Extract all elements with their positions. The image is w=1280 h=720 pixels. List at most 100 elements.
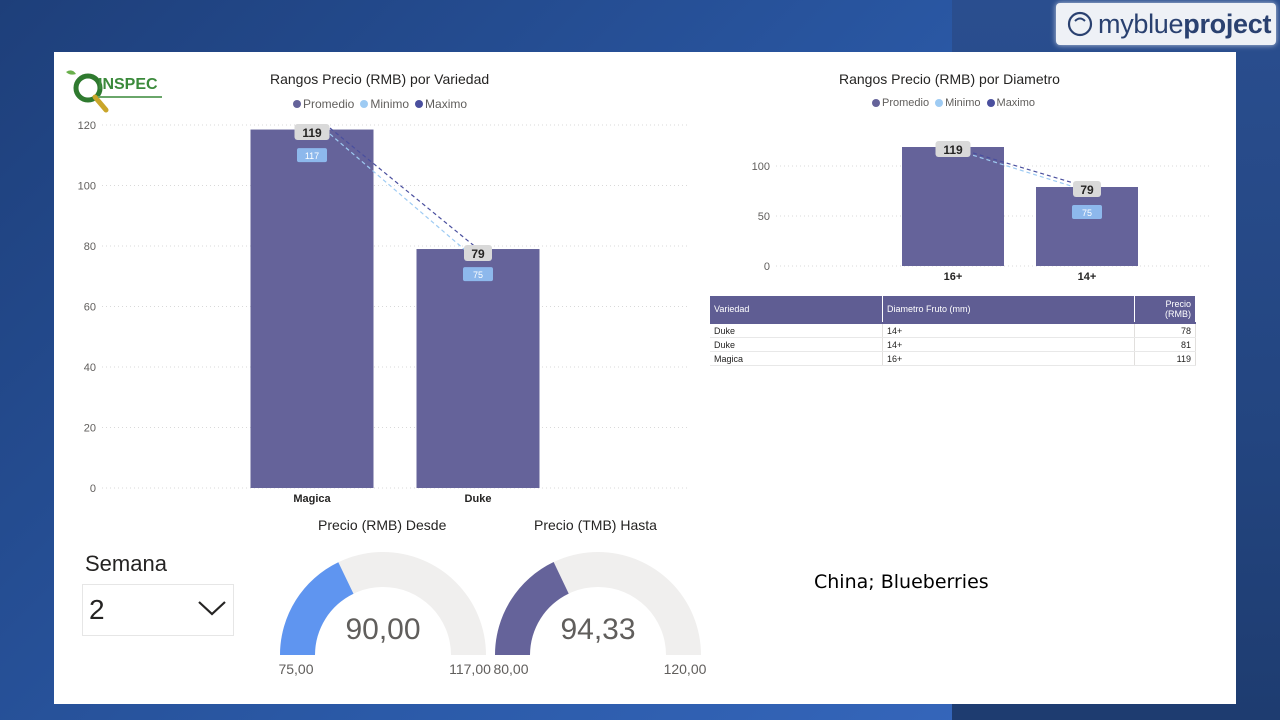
line-maximo	[952, 146, 1088, 188]
table-header-precio[interactable]: Precio (RMB)	[1134, 296, 1196, 323]
legend2-item-minimo[interactable]: Minimo	[935, 97, 981, 109]
table-cell: 81	[1134, 337, 1196, 352]
y-tick-label: 50	[758, 211, 770, 223]
gauge-fill	[495, 562, 569, 655]
chart2-title: Rangos Precio (RMB) por Diametro	[839, 71, 1060, 87]
table-cell: Magica	[710, 351, 883, 366]
price-table: Variedad Diametro Fruto (mm) Precio (RMB…	[710, 296, 1196, 366]
data-label-maximo: 79	[471, 247, 485, 261]
data-label-minimo: 75	[473, 270, 483, 280]
gauge-max-label: 117,00	[449, 661, 491, 677]
y-tick-label: 0	[90, 483, 96, 495]
gauge-min-label: 80,00	[493, 661, 528, 677]
legend-label-minimo: Minimo	[370, 97, 410, 111]
gauges-area: 90,00 75,00 117,00 94,33 80,00 120,00	[278, 552, 707, 677]
brand-name: myblueproject	[1098, 9, 1271, 40]
data-label-box-maximo	[1073, 181, 1101, 197]
semana-label: Semana	[85, 551, 167, 576]
y-tick-label: 20	[84, 423, 96, 435]
y-tick-label: 0	[764, 261, 770, 273]
x-category-label: Duke	[465, 493, 492, 505]
y-tick-label: 100	[752, 161, 770, 173]
semana-dropdown[interactable]: 2	[82, 584, 234, 636]
gauge-fill	[280, 562, 354, 655]
y-tick-label: 120	[78, 120, 96, 132]
chart1-title: Rangos Precio (RMB) por Variedad	[270, 71, 490, 87]
data-label-maximo: 119	[302, 126, 322, 140]
legend-label-maximo: Maximo	[425, 97, 468, 111]
gauge1-title: Precio (RMB) Desde	[318, 517, 447, 533]
legend2-dot-maximo	[986, 99, 995, 107]
table-row: Magica 16+ 119	[710, 351, 1196, 366]
table-row: Duke 14+ 78	[710, 322, 1196, 338]
bar-promedio	[416, 249, 540, 488]
table-cell: 16+	[882, 351, 1135, 366]
data-label-box-maximo	[935, 141, 971, 157]
data-label-box-minimo	[1072, 205, 1102, 219]
data-label-minimo: 75	[1082, 208, 1092, 218]
y-tick-label: 100	[78, 181, 96, 193]
table-header-row: Variedad Diametro Fruto (mm) Precio (RMB…	[710, 296, 1196, 323]
legend2-label-promedio: Promedio	[882, 97, 930, 109]
table-cell: Duke	[710, 337, 883, 352]
data-label-box-maximo	[464, 245, 492, 262]
chart1-legend: Promedio Minimo Maximo	[293, 97, 473, 111]
legend-item-promedio[interactable]: Promedio	[293, 97, 354, 111]
logo-text: INSPEC	[98, 76, 158, 93]
line-minimo	[329, 133, 479, 262]
chart2-legend: Promedio Minimo Maximo	[872, 97, 1041, 109]
table-cell: 78	[1134, 322, 1196, 338]
table-header-diametro[interactable]: Diametro Fruto (mm)	[882, 296, 1135, 323]
data-label-minimo: 117	[305, 151, 319, 161]
logo-underline	[98, 96, 162, 98]
data-label-box-minimo	[297, 148, 327, 163]
data-label-maximo: 79	[1080, 183, 1094, 197]
table-row: Duke 14+ 81	[710, 337, 1196, 352]
bar-promedio	[902, 147, 1004, 266]
chart-diametro: 0 50 100 16+ 14+ 119 79 75	[752, 141, 1210, 283]
blueberry-icon	[1067, 11, 1093, 37]
gauge-value: 94,33	[560, 613, 635, 646]
caption-text: China; Blueberries	[814, 571, 989, 593]
brand-name-part1: myblue	[1098, 8, 1184, 39]
table-cell: 119	[1134, 351, 1196, 366]
brand-logo: myblueproject	[1056, 3, 1276, 45]
legend-dot-promedio	[293, 100, 301, 108]
inspec-logo: INSPEC	[62, 64, 162, 114]
chart-variedad: 0 20 40 60 80 100 120 Magica Duke 119 117 79 75	[78, 120, 690, 505]
x-category-label: 14+	[1078, 271, 1097, 283]
data-label-box-maximo	[294, 124, 330, 141]
gauge-max-label: 120,00	[664, 661, 707, 677]
data-label-maximo: 119	[943, 143, 963, 157]
data-label-box-minimo	[463, 267, 493, 282]
legend-item-minimo[interactable]: Minimo	[360, 97, 409, 111]
legend2-item-maximo[interactable]: Maximo	[986, 97, 1036, 109]
bar-promedio	[1036, 187, 1138, 266]
line-maximo	[329, 127, 479, 250]
legend2-label-minimo: Minimo	[945, 97, 981, 109]
legend-item-maximo[interactable]: Maximo	[415, 97, 467, 111]
table-cell: Duke	[710, 322, 883, 338]
y-tick-label: 60	[84, 302, 96, 314]
semana-value: 2	[89, 594, 105, 625]
gauge2-title: Precio (TMB) Hasta	[534, 517, 657, 533]
bar-promedio	[250, 129, 374, 488]
table-header-variedad[interactable]: Variedad	[710, 296, 883, 323]
legend2-dot-promedio	[872, 99, 880, 107]
legend2-dot-minimo	[935, 99, 944, 107]
legend2-label-maximo: Maximo	[996, 97, 1036, 109]
x-category-label: 16+	[944, 271, 963, 283]
brand-name-part2: project	[1183, 8, 1272, 39]
gauge-value: 90,00	[345, 613, 420, 646]
legend-label-promedio: Promedio	[303, 97, 355, 111]
x-category-label: Magica	[293, 493, 331, 505]
line-minimo	[952, 148, 1088, 192]
gauge-min-label: 75,00	[278, 661, 313, 677]
table-cell: 14+	[882, 322, 1135, 338]
y-tick-label: 40	[84, 362, 96, 374]
legend-dot-maximo	[415, 100, 424, 108]
inspec-magnifier-icon	[66, 70, 109, 113]
legend2-item-promedio[interactable]: Promedio	[872, 97, 929, 109]
chevron-down-icon[interactable]	[197, 599, 227, 617]
table-cell: 14+	[882, 337, 1135, 352]
